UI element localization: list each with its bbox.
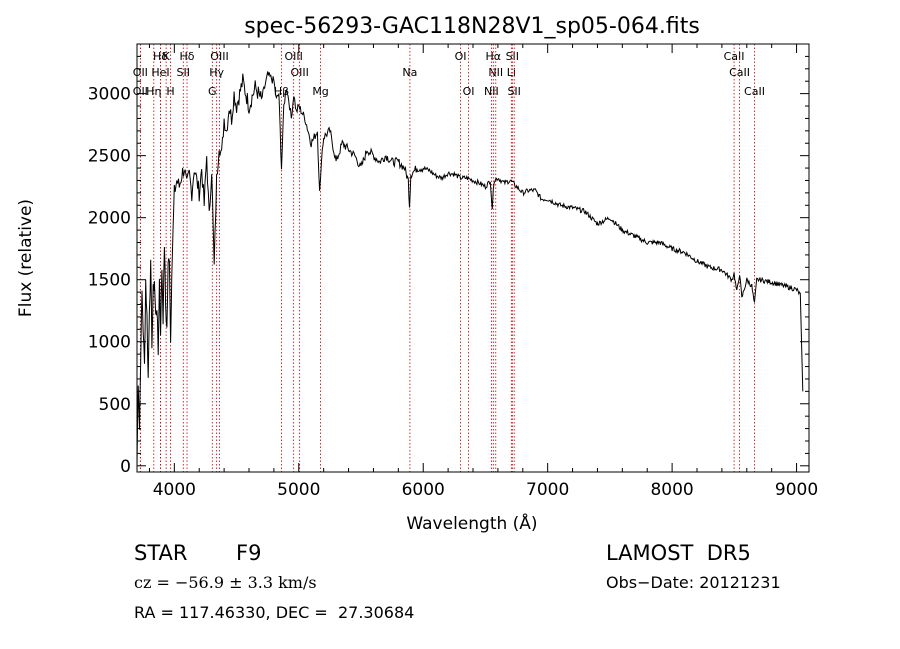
line-label-27: CaII bbox=[744, 85, 765, 98]
line-label-21: G bbox=[208, 85, 217, 98]
line-label-15: NII bbox=[488, 66, 503, 79]
line-label-11: SII bbox=[177, 66, 190, 79]
object-subclass: F9 bbox=[236, 541, 262, 565]
line-label-4: OIII bbox=[284, 50, 302, 63]
x-tick-label-4: 8000 bbox=[650, 480, 693, 500]
line-label-17: CaII bbox=[729, 66, 750, 79]
line-label-1: K bbox=[163, 50, 171, 63]
line-label-16: Li bbox=[507, 66, 516, 79]
line-label-0: Hδ bbox=[153, 50, 168, 63]
line-label-5: OI bbox=[455, 50, 467, 63]
spectrum-series-0 bbox=[137, 71, 804, 467]
y-axis-label: Flux (relative) bbox=[16, 199, 36, 317]
observation-date: Obs−Date: 20121231 bbox=[606, 573, 781, 592]
y-tick-label-6: 3000 bbox=[88, 85, 131, 105]
axis-ticks: 4000 5000 6000 7000 8000 9000 0 500 1000 1500 2000… bbox=[88, 44, 818, 500]
x-tick-label-5: 9000 bbox=[775, 480, 818, 500]
line-label-6: Hα bbox=[486, 50, 502, 63]
y-tick-label-3: 1500 bbox=[88, 271, 131, 291]
line-label-10: HeI bbox=[151, 66, 169, 79]
y-tick-label-0: 0 bbox=[120, 457, 131, 477]
line-label-19: Hη bbox=[146, 85, 161, 98]
plot-frame bbox=[136, 43, 810, 473]
y-tick-label-5: 2500 bbox=[88, 147, 131, 167]
chart-title: spec-56293-GAC118N28V1_sp05-064.fits bbox=[244, 14, 700, 39]
x-tick-label-3: 7000 bbox=[526, 480, 569, 500]
line-label-3: OIII bbox=[210, 50, 228, 63]
sky-coordinates: RA = 117.46330, DEC = 27.30684 bbox=[134, 603, 415, 622]
line-label-14: Na bbox=[402, 66, 417, 79]
line-label-7: SII bbox=[506, 50, 519, 63]
y-tick-label-4: 2000 bbox=[88, 209, 131, 229]
line-label-12: Hγ bbox=[209, 66, 224, 79]
x-tick-label-2: 6000 bbox=[402, 480, 445, 500]
spectrum-layer bbox=[137, 71, 804, 467]
line-label-26: SII bbox=[507, 85, 520, 98]
line-label-25: NII bbox=[484, 85, 499, 98]
line-label-2: Hδ bbox=[180, 50, 195, 63]
x-tick-label-0: 4000 bbox=[153, 480, 196, 500]
x-tick-label-1: 5000 bbox=[277, 480, 320, 500]
line-label-8: CaII bbox=[724, 50, 745, 63]
line-label-24: OI bbox=[463, 85, 475, 98]
line-label-20: H bbox=[166, 85, 174, 98]
x-axis-label: Wavelength (Å) bbox=[406, 512, 537, 534]
survey-name: LAMOST DR5 bbox=[606, 541, 751, 565]
y-tick-label-2: 1000 bbox=[88, 333, 131, 353]
object-class: STAR bbox=[134, 541, 188, 565]
y-tick-label-1: 500 bbox=[99, 395, 131, 415]
redshift-velocity: cz = −56.9 ± 3.3 km/s bbox=[134, 573, 317, 592]
line-label-13: OIII bbox=[290, 66, 308, 79]
line-label-23: Mg bbox=[312, 85, 328, 98]
